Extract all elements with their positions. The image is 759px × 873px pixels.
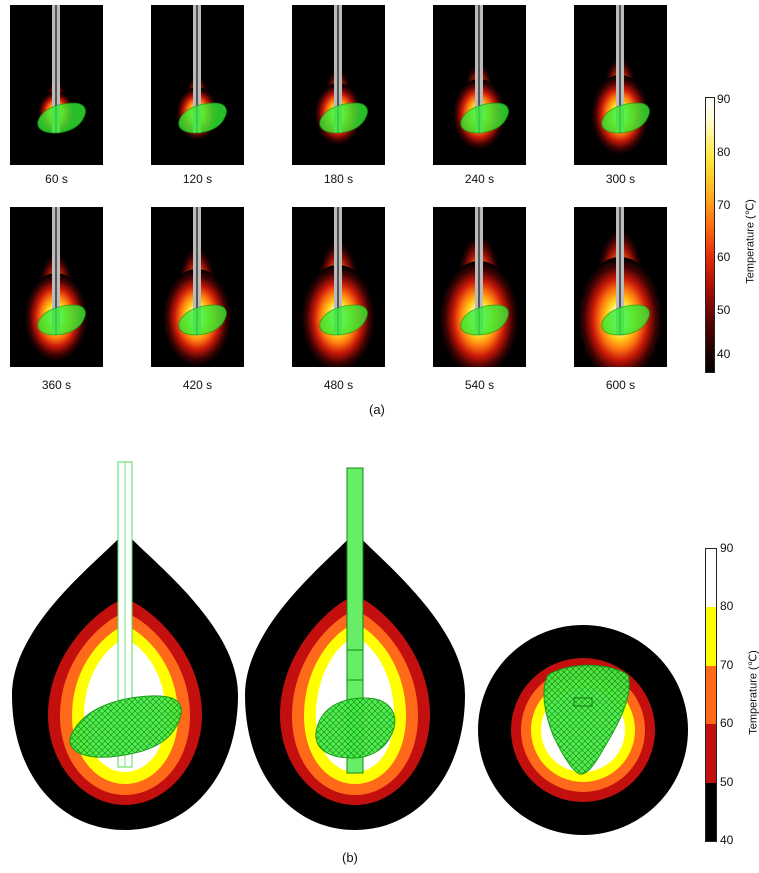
colorbar-a-tick-70: 70: [717, 198, 731, 212]
colorbar-b-tick-70: 70: [720, 658, 734, 672]
colorbar-a-tick-80: 80: [717, 145, 731, 159]
ablation-mesh-middle: [315, 697, 396, 759]
colorbar-b-tick-90: 90: [720, 541, 734, 555]
figure-a-label: (a): [369, 402, 385, 417]
colorbar-b-tick-50: 50: [720, 775, 734, 789]
band-40-50: [706, 782, 716, 841]
ablation-mesh-right: [543, 664, 630, 775]
thermal-panel-360s: [10, 207, 103, 367]
thermal-image: [37, 5, 86, 135]
time-label-420s: 420 s: [182, 378, 213, 392]
colorbar-a: [705, 97, 715, 373]
thermal-image: [301, 207, 375, 367]
thermal-panel-300s: [574, 5, 667, 165]
thermal-panel-180s: [292, 5, 385, 165]
time-label-540s: 540 s: [464, 378, 495, 392]
figure-b-label: (b): [342, 850, 358, 865]
thermal-panel-540s: [433, 207, 526, 367]
thermal-image: [163, 207, 231, 367]
time-label-600s: 600 s: [605, 378, 636, 392]
thermal-image: [453, 5, 509, 150]
thermal-panel-60s: [10, 5, 103, 165]
thermal-image: [578, 207, 662, 367]
time-label-180s: 180 s: [323, 172, 354, 186]
ablation-zone: [37, 102, 86, 134]
thermal-panel-120s: [151, 5, 244, 165]
needle-middle: [346, 467, 364, 774]
ablation-zone: [460, 102, 509, 134]
thermal-image: [314, 5, 368, 145]
colorbar-b-tick-60: 60: [720, 716, 734, 730]
thermal-image: [439, 207, 519, 367]
time-label-120s: 120 s: [182, 172, 213, 186]
thermal-panel-480s: [292, 207, 385, 367]
thermal-image: [24, 207, 88, 362]
thermal-panel-420s: [151, 207, 244, 367]
thermal-image: [176, 5, 227, 140]
ablation-zone: [37, 304, 86, 336]
colorbar-a-tick-50: 50: [717, 303, 731, 317]
band-80-90: [706, 549, 716, 608]
thermal-image: [591, 5, 650, 155]
isotherm-middle: [245, 467, 465, 830]
colorbar-b-tick-40: 40: [720, 833, 734, 847]
isotherm-right: [478, 625, 688, 835]
time-label-300s: 300 s: [605, 172, 636, 186]
colorbar-b-title: Temperature (℃): [747, 650, 759, 735]
ablation-zone: [460, 304, 509, 336]
ablation-zone: [601, 102, 650, 134]
ablation-zone: [319, 102, 368, 134]
ablation-zone: [178, 102, 227, 134]
ablation-zone: [178, 304, 227, 336]
colorbar-a-tick-40: 40: [717, 347, 731, 361]
time-label-360s: 360 s: [41, 378, 72, 392]
colorbar-a-title: Temperature (℃): [744, 199, 757, 284]
time-label-60s: 60 s: [45, 172, 68, 186]
band-50-60: [706, 724, 716, 783]
colorbar-b: [705, 548, 717, 842]
ablation-zone: [319, 304, 368, 336]
isotherm-left: [12, 461, 238, 830]
isotherm-diagrams: [12, 461, 688, 835]
ablation-mesh-left: [69, 695, 182, 758]
thermal-panel-240s: [433, 5, 526, 165]
thermal-panel-600s: [574, 207, 667, 367]
colorbar-a-tick-60: 60: [717, 250, 731, 264]
ablation-zone: [601, 304, 650, 336]
time-label-240s: 240 s: [464, 172, 495, 186]
colorbar-a-tick-90: 90: [717, 92, 731, 106]
colorbar-b-tick-80: 80: [720, 599, 734, 613]
time-label-480s: 480 s: [323, 378, 354, 392]
band-60-70: [706, 665, 716, 725]
band-70-80: [706, 607, 716, 666]
